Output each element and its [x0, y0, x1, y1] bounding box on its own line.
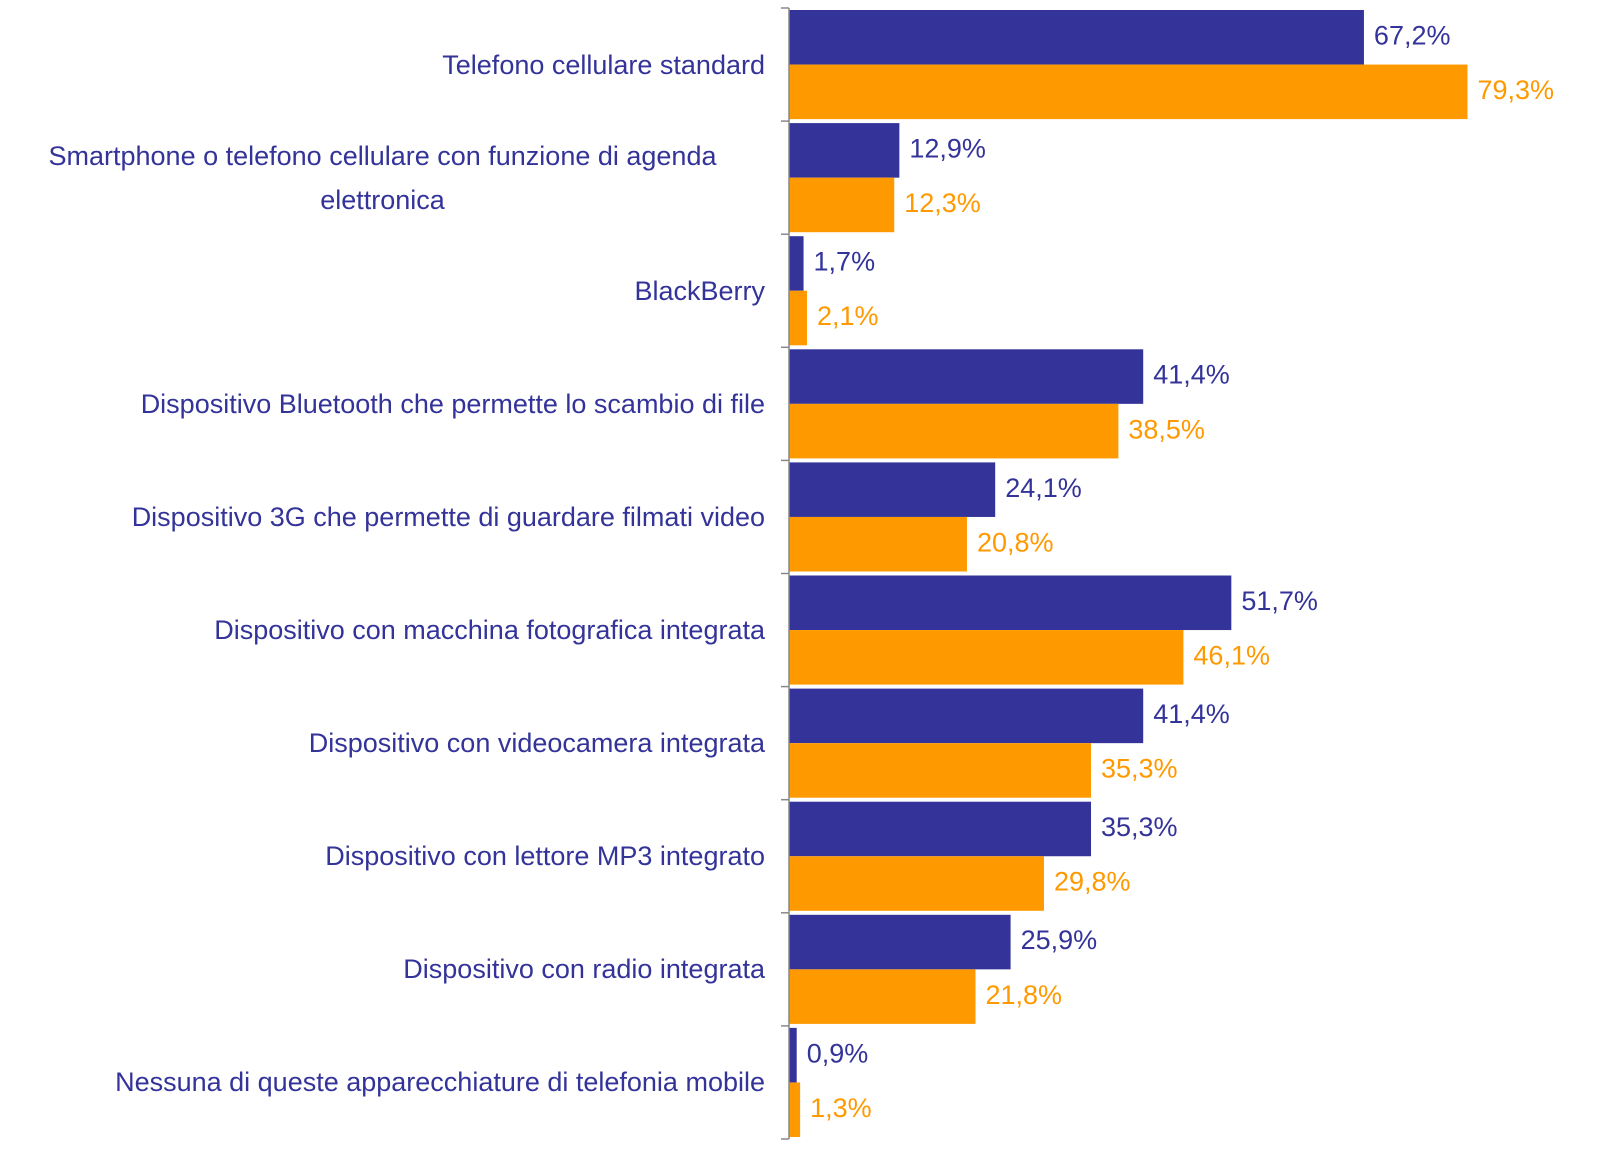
- value-label: 67,2%: [1374, 20, 1451, 50]
- bar: [789, 969, 976, 1024]
- value-label: 24,1%: [1005, 473, 1082, 503]
- category-label: Telefono cellulare standard: [442, 49, 765, 80]
- bar: [789, 10, 1364, 65]
- value-label: 1,7%: [814, 247, 876, 277]
- bar: [789, 630, 1184, 685]
- bar: [789, 856, 1044, 911]
- bar: [789, 236, 804, 291]
- bar: [789, 1082, 801, 1137]
- value-label: 38,5%: [1128, 414, 1205, 444]
- bar: [789, 914, 1011, 970]
- category-label: Dispositivo con videocamera integrata: [308, 728, 765, 759]
- value-label: 51,7%: [1241, 586, 1318, 616]
- bar: [789, 743, 1092, 798]
- value-label: 25,9%: [1021, 925, 1098, 955]
- value-label: 35,3%: [1101, 754, 1178, 784]
- bar: [789, 575, 1232, 631]
- value-label: 41,4%: [1153, 360, 1230, 390]
- bar: [789, 403, 1119, 459]
- value-label: 21,8%: [986, 980, 1063, 1010]
- value-label: 79,3%: [1477, 75, 1554, 105]
- value-label: 20,8%: [977, 527, 1054, 557]
- value-label: 1,3%: [810, 1093, 872, 1123]
- bar: [789, 462, 996, 517]
- value-label: 29,8%: [1054, 867, 1131, 897]
- category-label: Dispositivo con lettore MP3 integrato: [325, 841, 765, 872]
- category-label: Nessuna di queste apparecchiature di tel…: [115, 1067, 765, 1098]
- category-label: Dispositivo con macchina fotografica int…: [214, 615, 765, 646]
- value-label: 0,9%: [807, 1038, 869, 1068]
- bar: [789, 177, 895, 233]
- bar: [789, 516, 967, 572]
- value-label: 12,9%: [909, 134, 986, 164]
- category-label: Smartphone o telefono cellulare con funz…: [48, 140, 717, 215]
- value-label: 12,3%: [904, 188, 981, 218]
- value-label: 41,4%: [1153, 699, 1230, 729]
- value-label: 2,1%: [817, 301, 879, 331]
- bar: [789, 349, 1144, 404]
- bar: [789, 64, 1468, 120]
- value-label: 46,1%: [1193, 640, 1270, 670]
- category-label: Dispositivo con radio integrata: [403, 954, 765, 985]
- bar: [789, 801, 1092, 857]
- value-label: 35,3%: [1101, 812, 1178, 842]
- category-label: Dispositivo Bluetooth che permette lo sc…: [140, 388, 765, 419]
- category-label: BlackBerry: [634, 275, 765, 306]
- bar: [789, 688, 1144, 744]
- bar: [789, 123, 900, 178]
- bar: [789, 290, 807, 346]
- bar: [789, 1027, 797, 1083]
- category-label: Dispositivo 3G che permette di guardare …: [131, 501, 765, 532]
